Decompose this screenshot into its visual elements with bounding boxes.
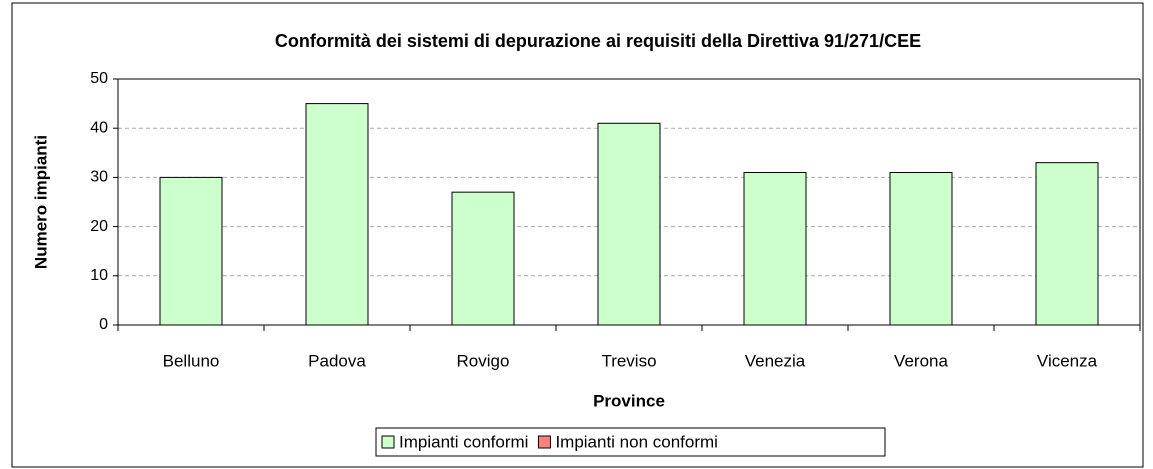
y-tick-label: 40 (90, 119, 108, 136)
y-tick-label: 50 (90, 70, 108, 87)
bar (451, 191, 515, 326)
legend-label: Impianti conformi (399, 432, 528, 451)
y-tick-label: 0 (99, 316, 108, 333)
legend-label: Impianti non conformi (555, 432, 718, 451)
bar (1035, 162, 1099, 326)
bar (597, 122, 661, 326)
x-axis-label: Province (593, 391, 665, 410)
legend-swatch (537, 435, 551, 449)
x-tick-label: Rovigo (457, 351, 510, 370)
y-tick-label: 20 (90, 218, 108, 235)
bar (159, 176, 223, 326)
x-tick-label: Verona (894, 351, 948, 370)
bar (743, 171, 807, 326)
y-tick-label: 30 (90, 169, 108, 186)
bar (305, 103, 369, 326)
chart-title: Conformità dei sistemi di depurazione ai… (275, 31, 921, 51)
legend-swatch (381, 435, 395, 449)
y-axis-label: Numero impianti (31, 135, 50, 269)
y-tick-label: 10 (90, 267, 108, 284)
x-tick-label: Padova (308, 351, 366, 370)
x-tick-label: Belluno (163, 351, 220, 370)
bar (889, 171, 953, 326)
x-tick-label: Venezia (745, 351, 806, 370)
x-tick-label: Treviso (601, 351, 656, 370)
x-tick-label: Vicenza (1037, 351, 1098, 370)
legend-box (375, 427, 886, 457)
